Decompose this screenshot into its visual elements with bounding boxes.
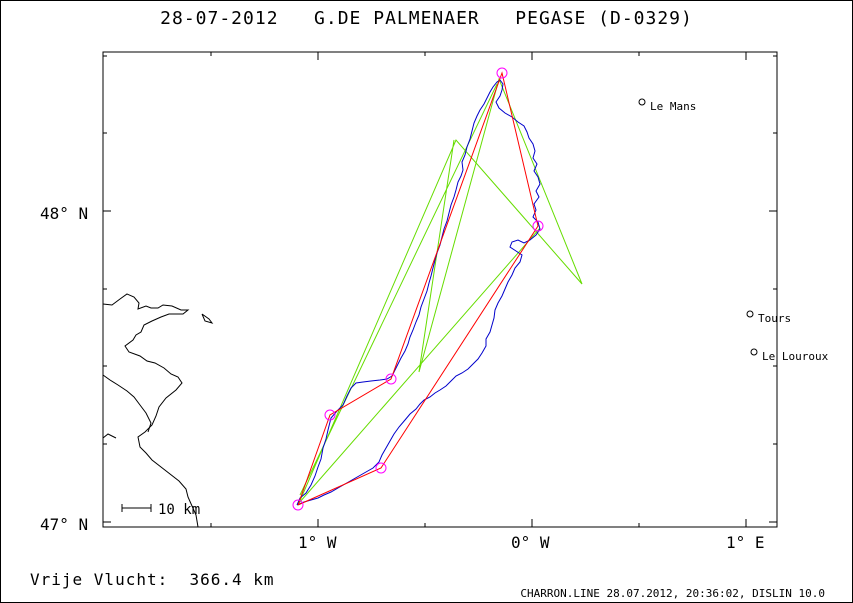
coastline (102, 293, 214, 528)
lat-label-47: 47° N (40, 515, 88, 534)
city-markers (638, 98, 758, 356)
lon-label-1w: 1° W (298, 533, 337, 552)
lon-label-0w: 0° W (511, 533, 550, 552)
credits-text: CHARRON.LINE 28.07.2012, 20:36:02, DISLI… (520, 587, 825, 600)
task-route (297, 71, 539, 506)
flight-date: 28-07-2012 (160, 8, 279, 29)
scale-label: 10 km (158, 502, 200, 518)
city-marker-le-mans (638, 98, 646, 106)
city-marker-tours (746, 310, 754, 318)
pilot-name: G.DE PALMENAER (314, 8, 480, 29)
green-lines (298, 77, 583, 504)
glider-name: PEGASE (D-0329) (515, 8, 693, 29)
title-bar: 28-07-2012 G.DE PALMENAER PEGASE (D-0329… (0, 8, 853, 29)
map-frame (102, 51, 778, 528)
city-label-tours: Tours (758, 312, 791, 325)
lon-label-1e: 1° E (726, 533, 765, 552)
city-marker-le-louroux (750, 348, 758, 356)
distance-text: Vrije Vlucht: 366.4 km (30, 570, 275, 589)
lat-label-48: 48° N (40, 204, 88, 223)
scale-bar (121, 504, 152, 512)
axis-ticks (103, 52, 777, 527)
city-label-le-mans: Le Mans (650, 100, 696, 113)
city-label-le-louroux: Le Louroux (762, 350, 829, 363)
gps-track (296, 79, 541, 506)
turnpoints (292, 67, 544, 511)
